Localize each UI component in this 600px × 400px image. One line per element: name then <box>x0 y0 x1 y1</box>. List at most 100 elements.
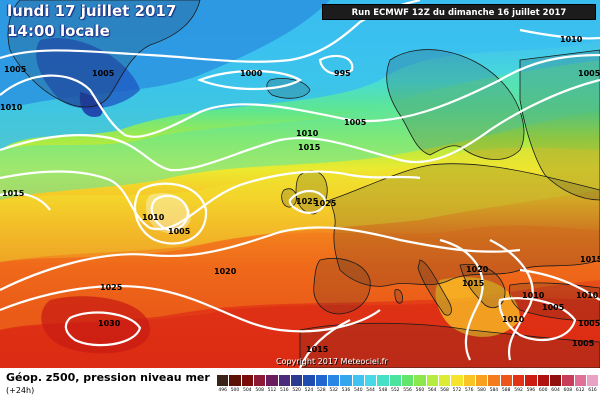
isobar-label: 1010 <box>502 315 525 324</box>
color-scale-label: 576 <box>464 388 474 393</box>
isobar-label: 1025 <box>100 283 123 292</box>
isobar-1020-east <box>439 238 484 361</box>
isobar-label: 1005 <box>542 303 565 312</box>
color-scale-label: 500 <box>230 388 240 393</box>
isobar-label: 1010 <box>522 291 545 300</box>
isobar-label: 1030 <box>98 319 121 328</box>
color-scale-label: 564 <box>427 388 437 393</box>
isobar-label: 1010 <box>296 129 319 138</box>
land-masses <box>7 0 600 368</box>
isobar-label: 1005 <box>578 69 600 78</box>
color-scale-swatch: 504 <box>240 375 253 393</box>
isobar-label: 1025 <box>314 199 337 208</box>
color-scale-label: 600 <box>538 388 548 393</box>
isobar-label: 1015 <box>580 255 600 264</box>
isobar-label: 1020 <box>214 267 237 276</box>
isobar-label: 1005 <box>578 319 600 328</box>
isobar-1015-east <box>489 239 534 361</box>
color-scale-swatch: 552 <box>388 375 401 393</box>
finland-russia <box>519 49 600 201</box>
color-scale-label: 556 <box>403 388 412 393</box>
color-scale-label: 608 <box>563 388 573 393</box>
british-isles <box>295 170 328 215</box>
isobar-label: 1005 <box>92 69 115 78</box>
isobar-1010-mid <box>0 78 600 172</box>
isobar-label: 1015 <box>298 143 321 152</box>
color-scale-label: 604 <box>551 388 560 393</box>
color-scale-swatch: 560 <box>413 375 426 393</box>
color-scale-label: 528 <box>316 388 326 393</box>
color-scale-label: 536 <box>341 388 351 393</box>
isobar-1025 <box>0 285 381 333</box>
color-scale-label: 512 <box>267 388 277 393</box>
color-scale-swatch: 580 <box>474 375 488 393</box>
color-scale-label: 548 <box>378 388 388 393</box>
band-orange <box>0 225 600 330</box>
isobar-label: 1015 <box>462 279 485 288</box>
color-scale-label: 580 <box>477 388 486 393</box>
isobar-1005-west <box>0 53 600 138</box>
color-scale-swatch: 516 <box>277 375 290 393</box>
isobar-label: 1005 <box>4 65 27 74</box>
color-scale-swatch: 612 <box>573 375 586 393</box>
isobar-labels: 1005 1005 1000 995 1005 1010 1010 1015 1… <box>0 35 600 354</box>
color-scale-swatch: 528 <box>314 375 327 393</box>
isobar-low-center <box>150 194 190 231</box>
color-scale-label: 616 <box>588 388 597 393</box>
isobar-label: 1005 <box>572 339 595 348</box>
color-scale-label: 584 <box>489 388 499 393</box>
isobar-1010-ne <box>519 28 600 40</box>
isobar-1015-south <box>298 319 351 368</box>
color-scale-swatch: 596 <box>524 375 537 393</box>
isobar-label: 1015 <box>306 345 329 354</box>
isobar-label: 1010 <box>142 213 165 222</box>
color-scale-label: 596 <box>526 388 536 393</box>
color-scale-label: 532 <box>329 388 338 393</box>
weather-map: 1005 1005 1000 995 1005 1010 1010 1015 1… <box>0 0 600 368</box>
color-scale-label: 508 <box>255 388 264 393</box>
band-cyan-green <box>0 60 600 200</box>
color-scale-label: 516 <box>280 388 289 393</box>
band-deep-blue <box>79 92 104 117</box>
color-scale-swatch: 496 <box>216 375 229 393</box>
isobar-label: 1010 <box>560 35 583 44</box>
color-scale-swatch: 572 <box>450 375 463 393</box>
iberia <box>313 258 371 315</box>
italy <box>417 259 452 316</box>
legend-title: Géop. z500, pression niveau mer <box>6 371 210 384</box>
color-scale-swatch: 588 <box>499 375 512 393</box>
color-scale-swatch: 584 <box>487 375 500 393</box>
color-scale-label: 524 <box>304 388 314 393</box>
isobar-label: 1005 <box>344 118 367 127</box>
color-scale-swatch: 508 <box>252 375 266 393</box>
color-scale-label: 504 <box>243 388 252 393</box>
color-scale-swatch: 520 <box>289 375 303 393</box>
greenland <box>7 0 201 108</box>
iceland <box>266 78 311 99</box>
band-blue-low <box>36 38 140 109</box>
isobar-1000 <box>197 69 303 91</box>
color-scale-swatch: 564 <box>425 375 438 393</box>
isobar-label: 1015 <box>2 189 25 198</box>
color-scale-swatch: 608 <box>561 375 574 393</box>
isobar-1030 <box>64 311 142 347</box>
color-scale-swatch: 532 <box>326 375 340 393</box>
color-scale-swatch: 600 <box>536 375 549 393</box>
color-scale-label: 612 <box>575 388 585 393</box>
color-scale-label: 552 <box>390 388 400 393</box>
color-scale-swatch: 540 <box>351 375 364 393</box>
color-scale-swatch: 500 <box>228 375 241 393</box>
isobar-995 <box>318 54 354 76</box>
color-scale-label: 540 <box>353 388 363 393</box>
ireland <box>281 188 297 208</box>
sardinia <box>394 289 403 304</box>
color-scale-swatch: 576 <box>462 375 475 393</box>
scandinavia <box>386 49 525 160</box>
isobar-1015-mid <box>0 170 421 231</box>
band-green-yellow <box>0 147 600 262</box>
isobar-ring-low <box>133 182 208 245</box>
isobar-1005-se <box>498 297 577 342</box>
color-scale-swatch: 512 <box>265 375 278 393</box>
isobar-label: 1005 <box>168 227 191 236</box>
